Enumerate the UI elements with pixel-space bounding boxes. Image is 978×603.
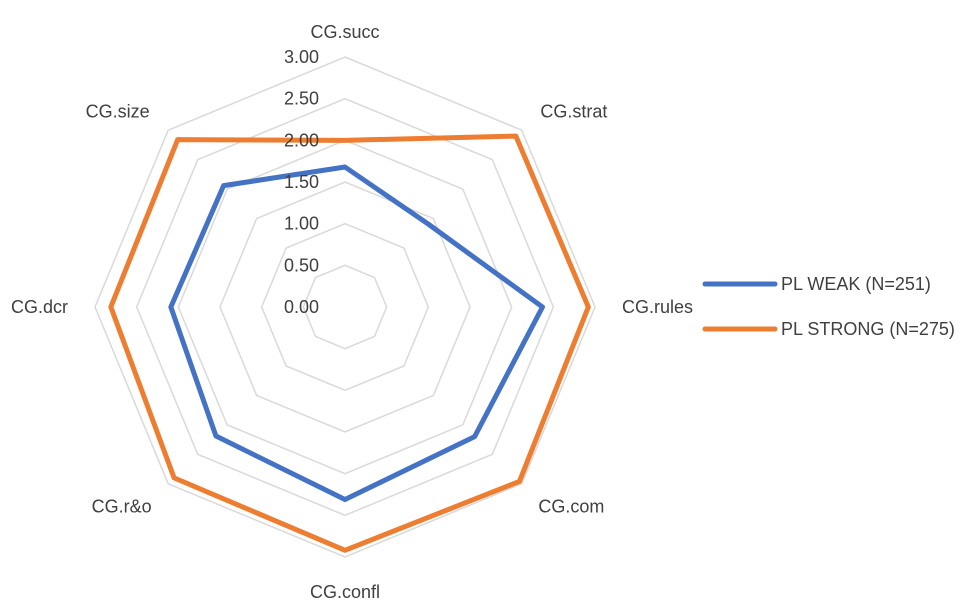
gridline-2: [260, 222, 430, 392]
tick-label: 1.00: [284, 214, 319, 234]
category-label: CG.succ: [310, 22, 379, 42]
category-label: CG.com: [538, 496, 604, 516]
gridline-3: [219, 181, 471, 433]
series-line-1: [108, 133, 591, 553]
tick-label: 3.00: [284, 47, 319, 67]
category-label: CG.strat: [540, 102, 607, 122]
tick-label: 1.50: [284, 172, 319, 192]
tick-labels: 0.00 0.50 1.00 1.50 2.00 2.50 3.00: [284, 47, 319, 317]
tick-label: 0.50: [284, 255, 319, 275]
legend: PL WEAK (N=251) PL STRONG (N=275): [702, 274, 955, 339]
legend-label-1: PL STRONG (N=275): [781, 319, 955, 339]
tick-label: 0.00: [284, 297, 319, 317]
gridline-6: [94, 56, 596, 558]
category-labels: CG.succ CG.strat CG.rules CG.com CG.confl CG.…: [11, 22, 693, 602]
gridline-5: [135, 97, 555, 517]
category-label: CG.dcr: [11, 297, 68, 317]
series-layer: [108, 133, 591, 553]
series-line-0: [168, 164, 545, 502]
category-label: CG.rules: [622, 297, 693, 317]
tick-label: 2.00: [284, 130, 319, 150]
category-label: CG.r&o: [92, 496, 152, 516]
category-label: CG.size: [86, 102, 150, 122]
grid-layer: [94, 56, 596, 558]
gridline-4: [177, 139, 513, 475]
category-label: CG.confl: [310, 582, 380, 602]
tick-label: 2.50: [284, 89, 319, 109]
legend-label-0: PL WEAK (N=251): [781, 274, 931, 294]
gridline-1: [302, 264, 388, 350]
